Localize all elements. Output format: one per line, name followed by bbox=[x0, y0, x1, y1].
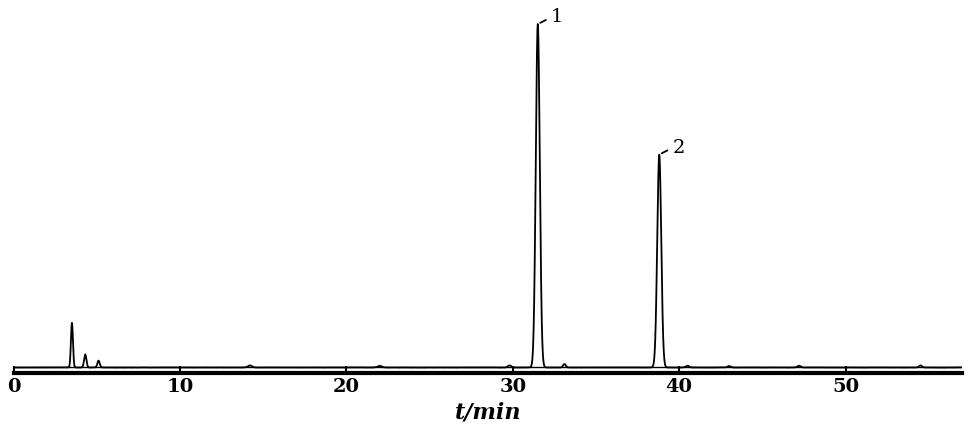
Text: 1: 1 bbox=[541, 8, 564, 26]
Text: 2: 2 bbox=[662, 139, 685, 157]
X-axis label: t/min: t/min bbox=[454, 401, 521, 423]
